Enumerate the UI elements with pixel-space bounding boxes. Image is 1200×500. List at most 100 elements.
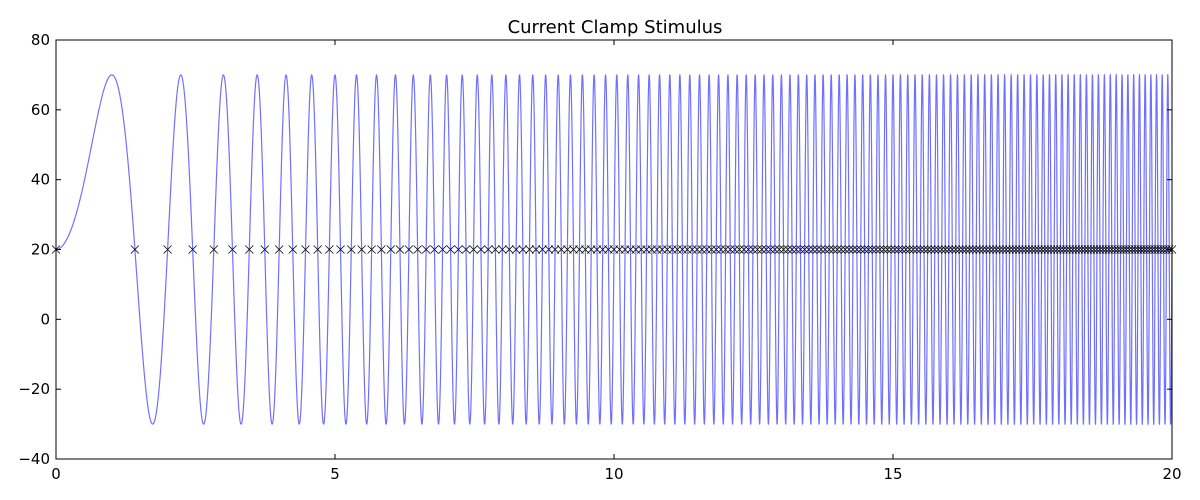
x-marker: [753, 245, 762, 254]
y-tick-label: 0: [40, 310, 50, 328]
x-marker: [1014, 245, 1024, 254]
x-marker: [1077, 245, 1087, 254]
x-marker: [518, 245, 528, 254]
x-marker: [985, 245, 994, 254]
x-marker: [367, 245, 376, 254]
x-marker: [1008, 245, 1018, 254]
x-marker: [1011, 245, 1021, 254]
x-marker: [1086, 245, 1096, 254]
x-marker: [804, 245, 814, 254]
x-marker: [982, 245, 991, 254]
x-marker: [1074, 245, 1084, 254]
x-marker: [968, 245, 978, 254]
x-marker: [856, 245, 866, 254]
x-marker: [357, 245, 366, 254]
x-marker: [430, 245, 439, 254]
x-marker: [1056, 245, 1065, 254]
x-marker: [1101, 245, 1111, 254]
x-marker: [1080, 245, 1090, 254]
x-marker: [852, 245, 862, 254]
x-marker: [816, 245, 826, 254]
x-marker: [761, 245, 771, 254]
x-marker: [883, 245, 892, 254]
x-marker: [748, 245, 758, 254]
x-marker: [1071, 245, 1081, 254]
x-tick-label: 10: [604, 465, 623, 483]
x-marker: [923, 245, 932, 254]
x-marker: [844, 245, 854, 254]
x-marker: [757, 245, 767, 254]
x-marker: [886, 245, 896, 254]
x-marker: [864, 245, 873, 254]
x-marker: [875, 245, 885, 254]
x-marker: [958, 245, 967, 254]
x-marker: [395, 245, 405, 254]
x-marker: [130, 245, 140, 254]
x-marker: [538, 245, 547, 254]
x-marker: [1046, 245, 1056, 254]
x-marker: [702, 245, 712, 254]
x-marker: [988, 245, 998, 254]
x-marker: [1049, 245, 1059, 254]
y-tick-label: 80: [31, 31, 50, 49]
x-marker: [438, 245, 447, 254]
x-marker: [421, 245, 431, 254]
x-marker: [879, 245, 888, 254]
x-marker: [1083, 245, 1093, 254]
zero-crossing-markers: [51, 245, 1177, 254]
x-marker: [325, 245, 334, 254]
x-marker: [836, 245, 846, 254]
x-marker: [912, 245, 922, 254]
x-marker: [188, 245, 197, 254]
x-marker: [386, 245, 396, 254]
x-marker: [796, 245, 805, 254]
x-marker: [569, 245, 578, 254]
x-marker: [783, 245, 793, 254]
x-marker: [163, 245, 172, 254]
x-marker: [544, 245, 554, 254]
x-marker: [919, 245, 929, 254]
x-marker: [971, 245, 981, 254]
x-marker: [531, 245, 541, 254]
x-marker: [1005, 245, 1014, 254]
x-marker: [483, 245, 493, 254]
x-marker: [961, 245, 971, 254]
x-marker: [744, 245, 753, 254]
x-marker: [1037, 245, 1046, 254]
x-marker: [860, 245, 869, 254]
x-marker: [1034, 245, 1043, 254]
x-marker: [260, 245, 270, 254]
x-marker: [992, 245, 1001, 254]
x-marker: [800, 245, 809, 254]
x-marker: [1062, 245, 1071, 254]
x-marker: [301, 245, 310, 254]
x-marker: [905, 245, 914, 254]
x-marker: [1018, 245, 1027, 254]
x-marker: [1068, 245, 1078, 254]
x-marker: [721, 245, 730, 254]
y-axis: −40 −20 0 20 40 60 80: [18, 31, 1172, 468]
x-marker: [446, 245, 455, 254]
x-marker: [951, 245, 961, 254]
x-marker: [377, 245, 386, 254]
x-marker: [770, 245, 780, 254]
x-marker: [871, 245, 881, 254]
x-marker: [469, 245, 478, 254]
x-marker: [774, 245, 784, 254]
x-marker: [908, 245, 918, 254]
x-marker: [791, 245, 801, 254]
x-marker: [1095, 245, 1105, 254]
x-marker: [779, 245, 788, 254]
x-marker: [525, 245, 534, 254]
x-marker: [933, 245, 943, 254]
x-marker: [832, 245, 842, 254]
x-marker: [730, 245, 740, 254]
x-marker: [575, 245, 584, 254]
x-marker: [1089, 245, 1099, 254]
x-marker: [848, 245, 858, 254]
x-tick-label: 5: [330, 465, 340, 483]
x-marker: [476, 245, 486, 254]
x-marker: [808, 245, 818, 254]
x-marker: [209, 245, 219, 254]
x-marker: [1043, 245, 1053, 254]
